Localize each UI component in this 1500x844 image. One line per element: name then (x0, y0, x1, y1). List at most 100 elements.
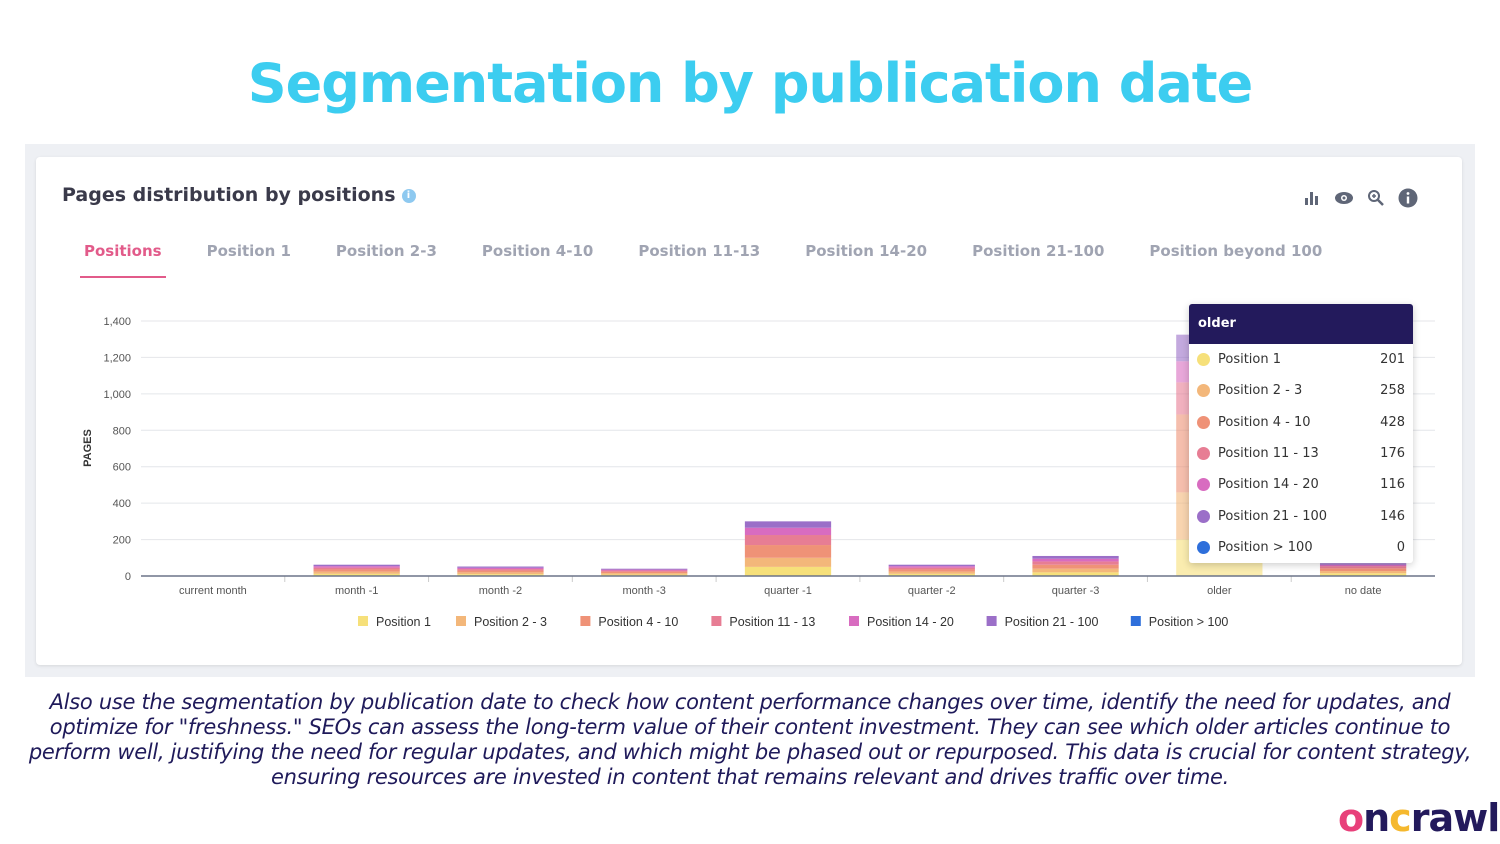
tooltip-row: Position 14 - 20 116 (1189, 469, 1413, 500)
y-tick-label: 0 (125, 571, 131, 583)
panel-toolbar (1302, 188, 1418, 208)
y-tick-label: 200 (113, 535, 131, 547)
tooltip-value: 0 (1396, 539, 1405, 555)
bar-segment (457, 572, 544, 575)
series-dot-icon (1197, 384, 1210, 398)
bar-segment (457, 569, 544, 571)
oncrawl-logo: oncrawl (1338, 796, 1500, 840)
legend-item[interactable]: Position 1 (376, 615, 431, 629)
tooltip-label: Position 1 (1218, 352, 1282, 368)
series-dot-icon (1197, 415, 1210, 429)
x-tick-label: no date (1345, 585, 1382, 597)
bar-segment (601, 573, 688, 575)
legend-item[interactable]: Position 2 - 3 (474, 615, 547, 629)
bar-segment (1319, 563, 1407, 565)
y-tick-label: 400 (113, 498, 131, 510)
tooltip-label: Position 11 - 13 (1218, 446, 1319, 462)
bar-segment (1032, 564, 1119, 569)
x-tick-label: quarter -1 (764, 585, 812, 597)
tab-position-11-13[interactable]: Position 11-13 (638, 242, 761, 260)
bar-segment (1319, 568, 1407, 572)
series-dot-icon (1197, 447, 1210, 461)
bar-segment (1319, 573, 1407, 576)
bar-segment (313, 573, 400, 576)
bar-segment (457, 567, 544, 570)
bar-segment (744, 521, 832, 528)
tooltip-value: 258 (1380, 383, 1405, 399)
bar-segment (1319, 571, 1407, 574)
bar-segment (1032, 561, 1119, 565)
bar-segment (888, 567, 975, 570)
panel-title: Pages distribution by positions i (62, 184, 416, 206)
x-tick-label: quarter -3 (1052, 585, 1100, 597)
tooltip-value: 146 (1380, 508, 1405, 524)
bar-segment (313, 566, 400, 568)
bar-segment (313, 564, 400, 567)
tooltip-row: Position 21 - 100 146 (1189, 500, 1413, 531)
legend-item[interactable]: Position 4 - 10 (598, 615, 678, 629)
tooltip-label: Position 2 - 3 (1218, 383, 1303, 399)
tooltip-value: 116 (1380, 477, 1405, 493)
tooltip-label: Position 4 - 10 (1218, 414, 1311, 430)
bar-segment (744, 557, 832, 567)
x-tick-label: month -1 (335, 585, 378, 597)
bar-chart-icon[interactable] (1302, 188, 1322, 208)
tab-position-4-10[interactable]: Position 4-10 (481, 242, 594, 260)
tab-position-14-20[interactable]: Position 14-20 (805, 242, 928, 260)
bar-segment (888, 564, 975, 567)
info-icon[interactable] (1398, 188, 1418, 208)
slide-title: Segmentation by publication date (247, 52, 1254, 115)
bar-segment (457, 566, 544, 568)
bar-segment (457, 574, 544, 576)
tab-positions[interactable]: Positions (80, 240, 166, 278)
tooltip-row: Position 4 - 10 428 (1189, 407, 1413, 438)
legend-swatch (986, 616, 997, 626)
bar-segment (457, 570, 544, 573)
series-dot-icon (1197, 353, 1210, 367)
info-icon[interactable]: i (401, 188, 416, 203)
y-tick-label: 1,400 (103, 316, 131, 328)
x-tick-label: month -3 (623, 585, 666, 597)
tab-position-beyond-100[interactable]: Position beyond 100 (1149, 242, 1323, 260)
x-tick-label: current month (179, 585, 247, 597)
tooltip-value: 201 (1380, 352, 1405, 368)
tooltip-row: Position 2 - 3 258 (1189, 375, 1413, 406)
eye-icon[interactable] (1334, 188, 1354, 208)
legend-item[interactable]: Position 14 - 20 (867, 615, 954, 629)
tab-position-1[interactable]: Position 1 (206, 242, 291, 260)
bar-segment (601, 570, 688, 572)
y-tick-label: 600 (113, 462, 131, 474)
tooltip-value: 428 (1380, 414, 1405, 430)
tab-position-21-100[interactable]: Position 21-100 (972, 242, 1105, 260)
bar-segment (601, 568, 688, 570)
bar-segment (744, 566, 832, 576)
x-tick-label: month -2 (479, 585, 522, 597)
bar-segment (601, 571, 688, 574)
legend-item[interactable]: Position > 100 (1149, 615, 1229, 629)
bar-segment (1319, 566, 1407, 569)
legend-swatch (358, 616, 368, 626)
tooltip-row: Position > 100 0 (1189, 532, 1413, 563)
legend-item[interactable]: Position 11 - 13 (729, 615, 815, 629)
y-tick-label: 800 (113, 425, 131, 437)
legend-swatch (849, 616, 859, 626)
bar-segment (744, 535, 832, 546)
tooltip-value: 176 (1380, 446, 1405, 462)
bar-segment (744, 545, 832, 558)
bar-segment (313, 569, 400, 572)
bar-segment (313, 567, 400, 570)
legend-swatch (1130, 616, 1141, 626)
tooltip-label: Position 14 - 20 (1218, 477, 1319, 493)
legend-item[interactable]: Position 21 - 100 (1005, 615, 1099, 629)
tooltip-label: Position > 100 (1218, 539, 1313, 555)
bar-segment (1032, 568, 1119, 573)
tooltip-title: older (1189, 304, 1413, 344)
bar-segment (1032, 558, 1119, 562)
zoom-in-icon[interactable] (1366, 188, 1386, 208)
bar-segment (1032, 555, 1119, 559)
bar-segment (1319, 564, 1407, 567)
tab-position-2-3[interactable]: Position 2-3 (335, 242, 437, 260)
legend-swatch (711, 616, 722, 626)
y-tick-label: 1,000 (103, 389, 131, 401)
series-dot-icon (1197, 478, 1210, 492)
